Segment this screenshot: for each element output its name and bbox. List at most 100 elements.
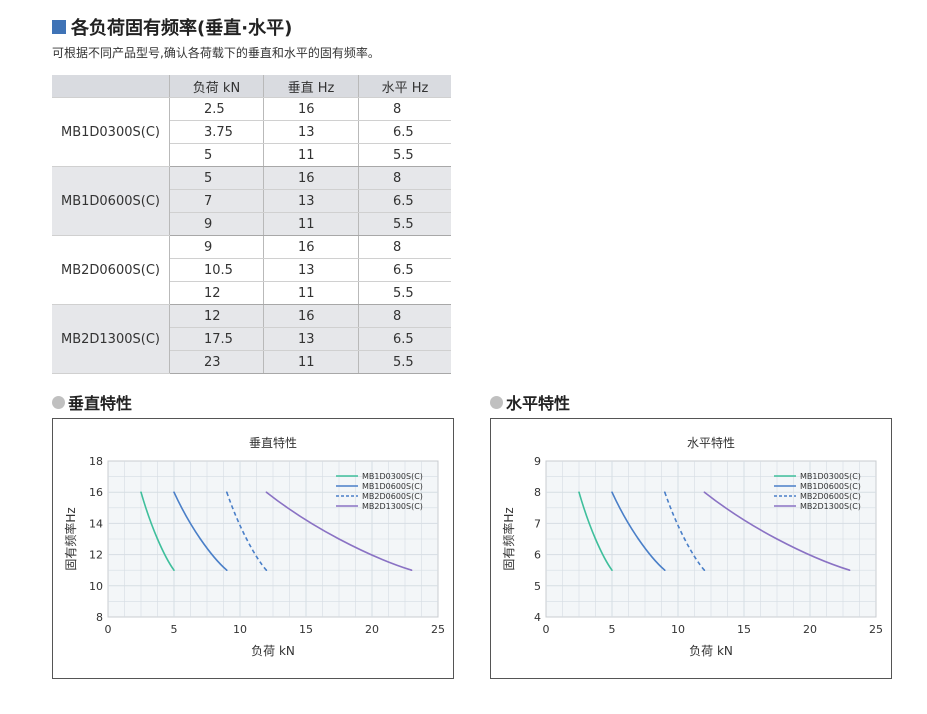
load-cell: 2.5 [169,97,264,121]
x-tick-label: 0 [543,623,550,636]
x-tick-label: 0 [105,623,112,636]
x-tick-label: 15 [299,623,313,636]
y-tick-label: 14 [89,517,103,530]
heading-text: 各负荷固有频率(垂直·水平) [71,18,293,39]
load-cell: 3.75 [169,120,264,144]
x-tick-label: 5 [171,623,178,636]
y-tick-label: 6 [534,549,541,562]
vertical-cell: 16 [263,304,359,328]
table-row: 12 11 5.5 [52,281,451,305]
table-row: 23 11 5.5 [52,350,451,374]
y-tick-label: 9 [534,455,541,468]
vertical-cell: 13 [263,258,359,282]
model-cell: MB1D0300S(C) [52,97,170,167]
vertical-section-title: 垂直特性 [52,390,132,414]
chart-title: 垂直特性 [249,435,297,450]
data-point [703,569,706,571]
y-tick-label: 8 [534,486,541,499]
legend-label: MB1D0300S(C) [362,472,423,481]
x-tick-label: 15 [737,623,751,636]
horizontal-cell: 6.5 [358,327,451,351]
legend-label: MB2D0600S(C) [362,492,423,501]
table-row: 5 11 5.5 [52,143,451,167]
data-point [173,491,175,493]
vertical-chart: 垂直特性 0 5 10 15 20 25 8 10 12 14 16 18 负荷 kN 固有频率Hz MB1D… [63,435,445,658]
x-tick-label: 5 [609,623,616,636]
vertical-cell: 11 [263,281,359,305]
horizontal-cell: 5.5 [358,212,451,236]
data-point [410,569,413,571]
data-point [594,538,597,540]
header-load: 负荷 kN [169,75,264,98]
vertical-cell: 11 [263,212,359,236]
load-cell: 10.5 [169,258,264,282]
data-point [173,569,175,571]
table-row: MB2D1300S(C) 12 16 8 [52,304,451,374]
x-axis-label: 负荷 kN [251,644,295,658]
x-tick-label: 25 [869,623,883,636]
bullet-dot-icon [490,395,503,409]
x-tick-label: 10 [671,623,685,636]
data-point [776,538,778,540]
legend-label: MB2D1300S(C) [362,502,423,511]
data-point [664,491,666,493]
vertical-chart-box: 垂直特性 0 5 10 15 20 25 8 10 12 14 16 18 负荷 kN 固有频率Hz MB1D… [52,418,454,679]
data-point [703,491,706,493]
load-cell: 9 [169,235,264,259]
y-tick-label: 16 [89,486,103,499]
horizontal-section-title: 水平特性 [490,390,570,414]
frequency-table: 负荷 kN 垂直 Hz 水平 Hz MB1D0300S(C) 2.5 16 8 3.75… [52,75,451,374]
data-point [611,491,613,493]
horizontal-chart-box: 水平特性 0 5 10 15 20 25 4 5 6 7 8 9 负荷 kN 固有频率Hz MB1D0300S… [490,418,892,679]
horizontal-cell: 8 [358,166,451,190]
data-point [265,491,268,493]
y-tick-label: 7 [534,517,541,530]
legend-label: MB1D0600S(C) [800,482,861,491]
vertical-cell: 16 [263,166,359,190]
horizontal-cell: 6.5 [358,189,451,213]
x-tick-label: 25 [431,623,445,636]
data-point [637,538,640,540]
y-tick-label: 18 [89,455,103,468]
y-tick-label: 4 [534,611,541,624]
table-row: MB1D0600S(C) 5 16 8 [52,166,451,236]
y-axis-label: 固有频率Hz [501,507,516,570]
table-row: 17.5 13 6.5 [52,327,451,351]
data-point [226,569,228,571]
x-tick-label: 20 [365,623,379,636]
vertical-cell: 13 [263,327,359,351]
y-tick-label: 10 [89,580,103,593]
model-cell: MB1D0600S(C) [52,166,170,236]
horizontal-cell: 8 [358,304,451,328]
vertical-cell: 16 [263,235,359,259]
table-row: 9 11 5.5 [52,212,451,236]
y-tick-label: 5 [534,580,541,593]
legend-label: MB1D0600S(C) [362,482,423,491]
data-point [578,491,580,493]
vertical-section-label: 垂直特性 [68,394,133,413]
data-point [848,569,851,571]
horizontal-cell: 8 [358,97,451,121]
legend-label: MB2D0600S(C) [800,492,861,501]
horizontal-cell: 6.5 [358,258,451,282]
header-vertical: 垂直 Hz [263,75,359,98]
data-point [611,569,613,571]
data-point [338,538,340,540]
data-point [664,569,666,571]
vertical-cell: 16 [263,97,359,121]
x-tick-label: 20 [803,623,817,636]
data-point [156,538,159,540]
x-axis-label: 负荷 kN [689,644,733,658]
horizontal-cell: 5.5 [358,143,451,167]
horizontal-cell: 6.5 [358,120,451,144]
y-tick-label: 8 [96,611,103,624]
y-tick-label: 12 [89,549,103,562]
page-heading: 各负荷固有频率(垂直·水平) [52,14,292,40]
data-point [683,538,686,540]
vertical-cell: 13 [263,189,359,213]
page-subtitle: 可根据不同产品型号,确认各荷载下的垂直和水平的固有频率。 [52,46,380,60]
legend-label: MB2D1300S(C) [800,502,861,511]
header-model [52,75,170,98]
table-row: 10.5 13 6.5 [52,258,451,282]
load-cell: 7 [169,189,264,213]
